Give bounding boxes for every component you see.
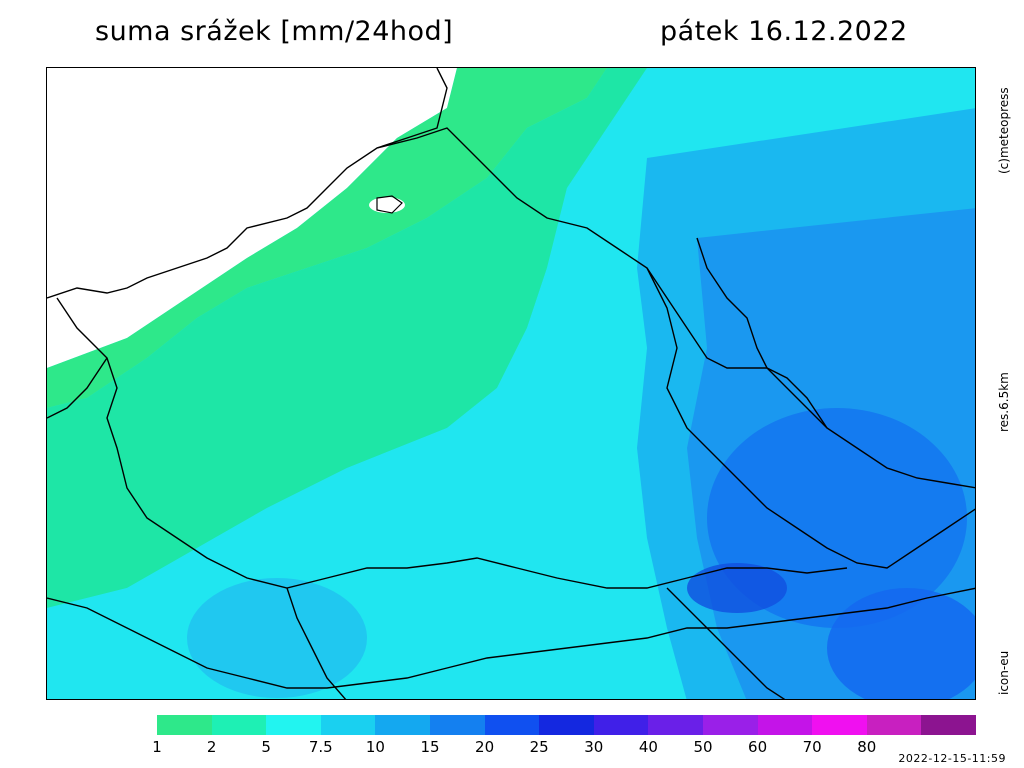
- legend-label: 30: [584, 738, 604, 756]
- border-line-poland: [376, 127, 975, 489]
- legend-label: 25: [529, 738, 549, 756]
- border-line-south: [47, 587, 975, 689]
- legend-swatch: [648, 715, 703, 735]
- legend-swatch: [866, 715, 922, 735]
- border-line-baltic: [376, 195, 403, 214]
- zone-sw-blue: [187, 578, 367, 698]
- legend-label: 50: [693, 738, 713, 756]
- legend-label: 20: [475, 738, 495, 756]
- zone-dry: [47, 68, 457, 368]
- legend-swatch: [757, 715, 813, 735]
- legend-swatch: [593, 715, 649, 735]
- precipitation-map: [46, 67, 976, 700]
- precipitation-map-canvas: [47, 68, 975, 699]
- zone-heavy-2: [827, 588, 975, 699]
- legend-swatch: [702, 715, 758, 735]
- border-line-austria: [286, 587, 347, 699]
- resolution-label: res.6.5km: [997, 372, 1011, 432]
- legend-swatch: [484, 715, 540, 735]
- legend-label: 2: [206, 738, 217, 756]
- legend-swatch: [157, 715, 212, 735]
- border-line-czech: [56, 297, 848, 589]
- legend-label: 10: [365, 738, 385, 756]
- zone-green: [47, 68, 647, 608]
- legend-labels: 1 2 5 7.5 10 15 20 25 30 40 50 60 70 80: [152, 738, 921, 756]
- legend-swatch: [812, 715, 867, 735]
- border-line-north: [47, 68, 448, 299]
- legend-label: 70: [802, 738, 822, 756]
- legend-label: 15: [420, 738, 440, 756]
- zone-light-green: [47, 68, 607, 408]
- copyright-label: (c)meteopress: [997, 87, 1011, 174]
- model-label: icon-eu: [997, 650, 1011, 695]
- legend-label: 80: [857, 738, 877, 756]
- border-line-germany: [47, 357, 108, 419]
- legend-swatch: [921, 715, 976, 735]
- map-date: pátek 16.12.2022: [660, 16, 908, 47]
- legend-swatch: [375, 715, 430, 735]
- timestamp: 2022-12-15-11:59: [898, 752, 1006, 765]
- legend-swatch: [320, 715, 376, 735]
- legend-swatch: [211, 715, 267, 735]
- border-line-east: [696, 237, 828, 429]
- map-title: suma srážek [mm/24hod]: [95, 16, 454, 47]
- border-line-hungary: [666, 587, 786, 699]
- zone-heavy-3: [687, 563, 787, 613]
- legend-label: 5: [261, 738, 271, 756]
- legend-label: 1: [152, 738, 162, 756]
- legend-swatch: [539, 715, 594, 735]
- legend-label: 40: [638, 738, 658, 756]
- legend-label: 7.5: [308, 738, 333, 756]
- border-line-slovakia: [646, 267, 975, 569]
- legend-swatch: [429, 715, 485, 735]
- legend-swatch: [266, 715, 321, 735]
- legend-label: 60: [748, 738, 768, 756]
- color-legend: [157, 715, 976, 735]
